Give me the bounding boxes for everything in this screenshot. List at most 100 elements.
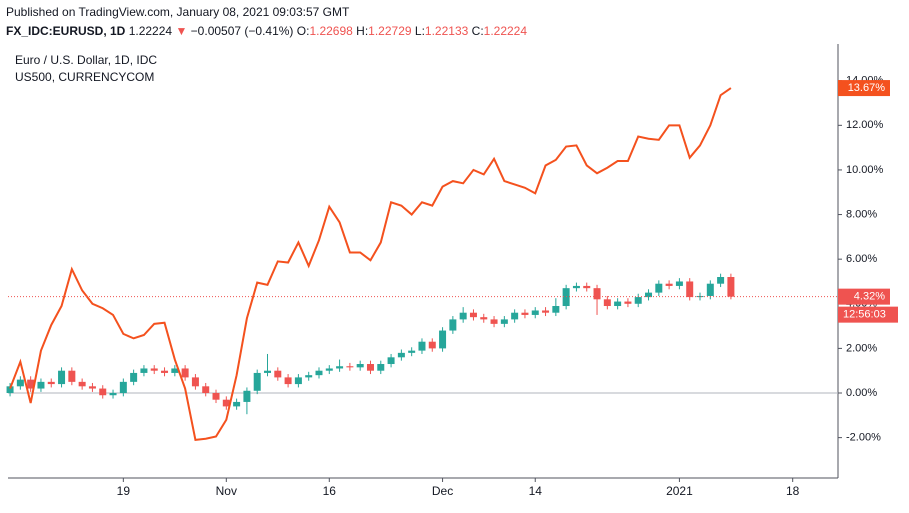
candle-body — [500, 319, 508, 324]
price-box — [838, 80, 890, 97]
x-tick-label: Nov — [216, 484, 237, 498]
candle-body — [542, 310, 550, 313]
candle-body — [99, 388, 107, 396]
price-label: 4.32% — [854, 291, 885, 303]
candle-body — [531, 310, 539, 315]
candle-body — [603, 299, 611, 307]
y-tick-label: 10.00% — [846, 164, 884, 176]
candle-body — [305, 375, 313, 378]
candle-body — [150, 368, 158, 371]
candle-body — [346, 366, 354, 368]
candle-body — [686, 281, 694, 298]
candle-body — [469, 312, 477, 318]
candle-body — [16, 379, 24, 387]
symbol: FX_IDC:EURUSD, 1D — [6, 24, 126, 38]
candle-body — [675, 281, 683, 286]
candle-body — [27, 379, 35, 389]
y-tick-label: 6.00% — [846, 253, 877, 265]
candle-body — [552, 306, 560, 313]
candle-body — [377, 364, 385, 371]
countdown: 12:56:03 — [843, 309, 886, 321]
candle-body — [58, 370, 66, 385]
candle-body — [264, 370, 272, 373]
candle-body — [119, 381, 127, 394]
line-series — [9, 87, 732, 441]
legend-main: Euro / U.S. Dollar, 1D, IDC — [15, 53, 157, 67]
candle-body — [6, 386, 14, 394]
x-tick-label: 16 — [323, 484, 337, 498]
candle-body — [490, 319, 498, 324]
candle-body — [274, 370, 282, 378]
l-label: L: — [414, 24, 425, 38]
candle-body — [315, 370, 323, 376]
y-tick-label: 0.00% — [846, 387, 877, 399]
o-value: 1.22698 — [309, 24, 353, 38]
h-label: H: — [356, 24, 369, 38]
candle-body — [243, 390, 251, 402]
candle-body — [356, 364, 364, 368]
candle-body — [109, 393, 117, 396]
y-tick-label: 2.00% — [846, 342, 877, 354]
x-tick-label: 2021 — [666, 484, 693, 498]
candle-body — [572, 285, 580, 289]
candle-body — [253, 372, 261, 391]
x-tick-label: 19 — [117, 484, 131, 498]
change-arrow: ▼ — [175, 24, 188, 38]
candle-body — [161, 370, 169, 373]
candle-body — [88, 386, 96, 389]
candle-body — [511, 312, 519, 320]
candle-body — [634, 297, 642, 304]
candle-body — [408, 350, 416, 353]
candle-body — [366, 364, 374, 371]
candle-body — [294, 377, 302, 385]
candle-body — [325, 368, 333, 371]
candle-body — [387, 357, 395, 365]
candle-body — [202, 386, 210, 394]
candle-body — [717, 277, 725, 284]
c-value: 1.22224 — [483, 24, 528, 38]
candle-body — [706, 283, 714, 296]
y-tick-label: -2.00% — [846, 432, 881, 444]
candle-body — [583, 285, 591, 289]
candle-body — [665, 283, 673, 286]
l-value: 1.22133 — [424, 24, 469, 38]
x-tick-label: Dec — [432, 484, 453, 498]
candle-body — [727, 277, 735, 297]
o-label: O: — [296, 24, 310, 38]
candle-body — [233, 401, 241, 407]
header: Published on TradingView.com, January 08… — [6, 3, 527, 41]
candle-body — [140, 368, 148, 373]
candle-body — [655, 283, 663, 293]
candle-body — [624, 301, 632, 304]
price-label: 13.67% — [848, 82, 886, 94]
candle-body — [459, 312, 467, 320]
candle-body — [521, 312, 529, 315]
candle-body — [181, 368, 189, 378]
candle-body — [645, 292, 653, 298]
candle-body — [78, 381, 86, 387]
y-tick-label: 12.00% — [846, 119, 884, 131]
candle-body — [428, 341, 436, 349]
price-box — [838, 288, 890, 305]
x-tick-label: 18 — [786, 484, 800, 498]
candle-body — [336, 366, 344, 369]
candle-body — [222, 399, 230, 407]
quote-line: FX_IDC:EURUSD, 1D 1.22224 ▼ −0.00507 (−0… — [6, 22, 527, 41]
x-tick-label: 14 — [529, 484, 543, 498]
candle-body — [37, 381, 45, 389]
y-tick-label: 8.00% — [846, 208, 877, 220]
candle-body — [696, 295, 704, 298]
last-price: 1.22224 — [128, 24, 173, 38]
candle-body — [439, 330, 447, 349]
candle-body — [68, 370, 76, 382]
candle-body — [191, 377, 199, 387]
candle-body — [593, 288, 601, 300]
candle-body — [449, 319, 457, 331]
candle-body — [614, 301, 622, 307]
countdown-box — [838, 306, 898, 323]
candle-body — [47, 381, 55, 385]
candle-body — [171, 368, 179, 373]
candle-body — [397, 352, 405, 358]
